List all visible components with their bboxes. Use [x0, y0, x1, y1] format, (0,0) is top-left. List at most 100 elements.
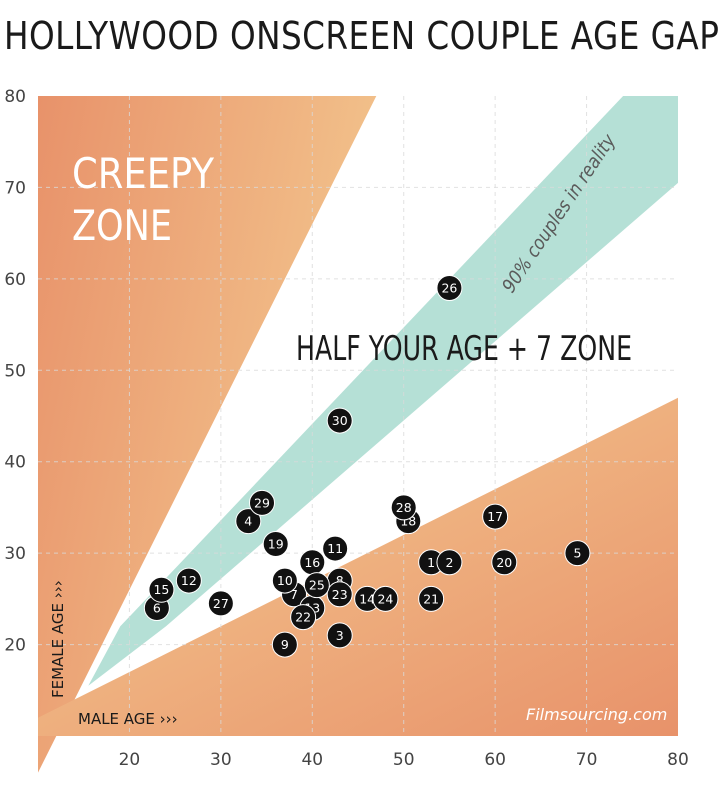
data-point-label: 23 [332, 587, 348, 602]
data-point-marker [271, 567, 298, 594]
grid-layer: 20 30 40 50 60 70 80 20 30 40 50 60 70 80 [4, 87, 688, 770]
data-point-label: 20 [496, 555, 512, 570]
data-point-marker [207, 590, 234, 617]
data-point-label: 12 [181, 573, 197, 588]
y-tick-label: 50 [4, 361, 26, 381]
y-tick-label: 60 [4, 270, 26, 290]
data-point: 4 [235, 508, 262, 535]
y-axis-label: FEMALE AGE ››› [49, 580, 67, 698]
data-point-label: 27 [213, 596, 229, 611]
data-point-marker [175, 567, 202, 594]
data-point: 25 [303, 572, 330, 599]
data-point-label: 7 [290, 587, 298, 602]
data-point-label: 3 [336, 628, 344, 643]
data-point-label: 28 [396, 500, 412, 515]
data-point-marker [326, 407, 353, 434]
x-tick-label: 70 [576, 750, 598, 770]
data-point: 16 [299, 549, 326, 576]
data-point: 27 [207, 590, 234, 617]
data-point-label: 4 [244, 514, 252, 529]
data-point-marker [390, 494, 417, 521]
creepy-zone [38, 96, 377, 773]
y-tick-label: 20 [4, 636, 26, 656]
data-point-label: 25 [309, 578, 325, 593]
data-point-marker [148, 576, 175, 603]
data-point: 30 [326, 407, 353, 434]
data-point-label: 1 [427, 555, 435, 570]
data-point-marker [436, 275, 463, 301]
x-axis-label: MALE AGE ››› [78, 710, 178, 728]
data-point-label: 9 [281, 637, 289, 652]
data-point-label: 26 [441, 281, 457, 296]
data-point-marker [436, 549, 463, 576]
data-point-marker [326, 622, 353, 649]
data-point: 26 [436, 275, 463, 301]
data-point: 14 [354, 585, 381, 612]
x-tick-label: 30 [210, 750, 232, 770]
x-tick-label: 80 [667, 750, 689, 770]
data-point: 17 [482, 503, 509, 530]
data-point: 10 [271, 567, 298, 594]
data-point-marker [564, 540, 591, 567]
data-point: 28 [390, 494, 417, 521]
watermark: Filmsourcing.com [526, 705, 667, 724]
data-point-marker [271, 631, 298, 658]
data-point-marker [249, 489, 275, 516]
y-tick-label: 70 [4, 178, 26, 198]
data-point-label: 21 [423, 591, 439, 606]
points-layer: 1234567891011121314151617181920212223242… [143, 275, 591, 658]
data-point-label: 24 [377, 591, 393, 606]
data-point-label: 30 [332, 413, 348, 428]
data-point: 9 [271, 631, 298, 658]
data-point-label: 6 [153, 601, 161, 616]
data-point: 5 [564, 540, 591, 567]
data-point: 21 [418, 585, 445, 612]
data-point: 20 [491, 549, 518, 576]
half-age-lower-zone [38, 397, 678, 736]
data-point: 12 [175, 567, 202, 594]
data-point-marker [303, 572, 330, 599]
y-tick-label: 80 [4, 87, 26, 107]
data-point-label: 29 [254, 495, 270, 510]
data-point-label: 17 [487, 509, 503, 524]
x-tick-label: 40 [301, 750, 323, 770]
x-tick-label: 50 [393, 750, 415, 770]
data-point-marker [491, 549, 518, 576]
reality-band [88, 96, 679, 686]
data-point: 11 [322, 535, 349, 562]
data-point-marker [235, 508, 262, 535]
data-point: 15 [148, 576, 175, 603]
half-age-zone-label: HALF YOUR AGE + 7 ZONE [296, 329, 632, 369]
data-point-marker [418, 585, 445, 612]
x-tick-label: 20 [119, 750, 141, 770]
data-point-label: 22 [295, 610, 311, 625]
data-point-label: 19 [268, 537, 284, 552]
data-point-label: 11 [327, 541, 343, 556]
data-point-label: 8 [336, 573, 344, 588]
data-point-label: 10 [277, 573, 293, 588]
data-point-label: 2 [445, 555, 453, 570]
data-point: 22 [290, 604, 317, 631]
data-point-marker [262, 531, 289, 557]
creepy-zone-label-line2: ZONE [72, 201, 172, 250]
zones-layer [38, 96, 679, 773]
data-point: 19 [262, 531, 289, 557]
data-point-marker [322, 535, 349, 562]
data-point-marker [482, 503, 509, 530]
data-point-label: 14 [359, 591, 375, 606]
data-point: 29 [249, 489, 275, 516]
data-point-label: 16 [304, 555, 320, 570]
data-point-marker [326, 581, 353, 608]
axis-layer: MALE AGE ››› FEMALE AGE ››› [49, 580, 178, 728]
data-point-marker [372, 585, 399, 612]
data-point: 23 [326, 581, 353, 608]
creepy-zone-label-line1: CREEPY [72, 149, 214, 198]
x-tick-label: 60 [484, 750, 506, 770]
data-point-label: 15 [153, 582, 169, 597]
data-point: 2 [436, 549, 463, 576]
chart-title: HOLLYWOOD ONSCREEN COUPLE AGE GAPS [4, 14, 721, 58]
data-point-marker [290, 604, 317, 631]
y-tick-label: 30 [4, 544, 26, 564]
data-point-label: 5 [573, 546, 581, 561]
